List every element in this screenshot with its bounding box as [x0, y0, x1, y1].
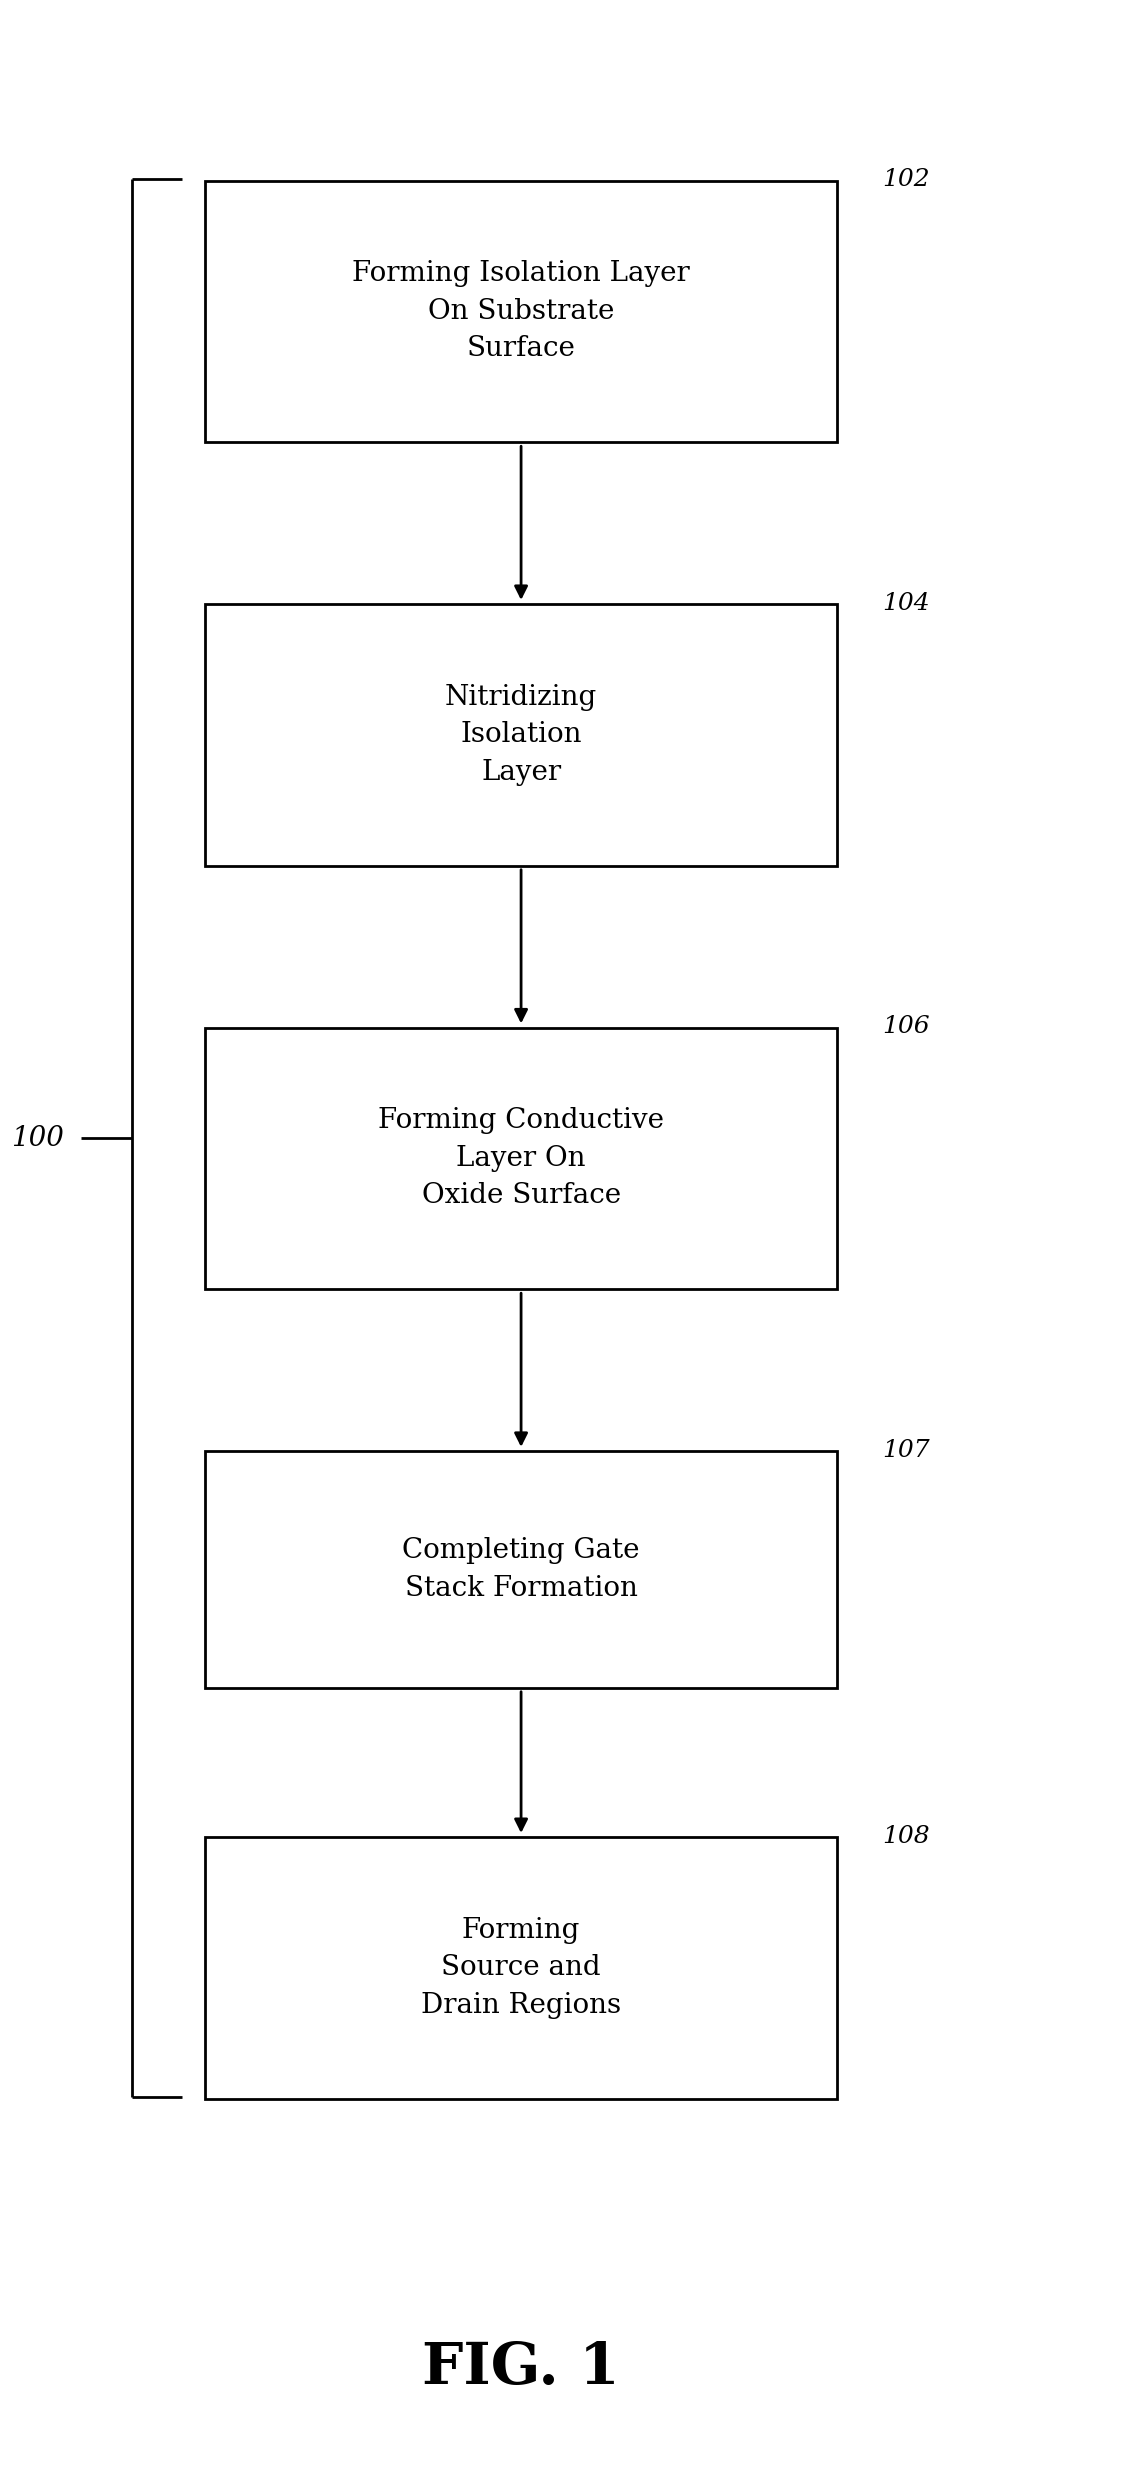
Text: 107: 107 — [883, 1440, 930, 1462]
Text: 108: 108 — [883, 1823, 930, 1848]
Text: 106: 106 — [883, 1016, 930, 1039]
Bar — [204, 605, 837, 867]
Text: Forming
Source and
Drain Regions: Forming Source and Drain Regions — [421, 1918, 621, 2018]
Text: FIG. 1: FIG. 1 — [423, 2342, 620, 2396]
Text: 102: 102 — [883, 167, 930, 192]
Bar — [204, 1450, 837, 1689]
Bar — [204, 1026, 837, 1290]
Text: Completing Gate
Stack Formation: Completing Gate Stack Formation — [402, 1537, 640, 1602]
Text: Nitridizing
Isolation
Layer: Nitridizing Isolation Layer — [445, 685, 597, 785]
Text: Forming Conductive
Layer On
Oxide Surface: Forming Conductive Layer On Oxide Surfac… — [378, 1108, 665, 1208]
Text: Forming Isolation Layer
On Substrate
Surface: Forming Isolation Layer On Substrate Sur… — [352, 262, 690, 361]
Text: 100: 100 — [11, 1126, 64, 1151]
Bar — [204, 182, 837, 443]
Bar — [204, 1838, 837, 2097]
Text: 104: 104 — [883, 593, 930, 615]
